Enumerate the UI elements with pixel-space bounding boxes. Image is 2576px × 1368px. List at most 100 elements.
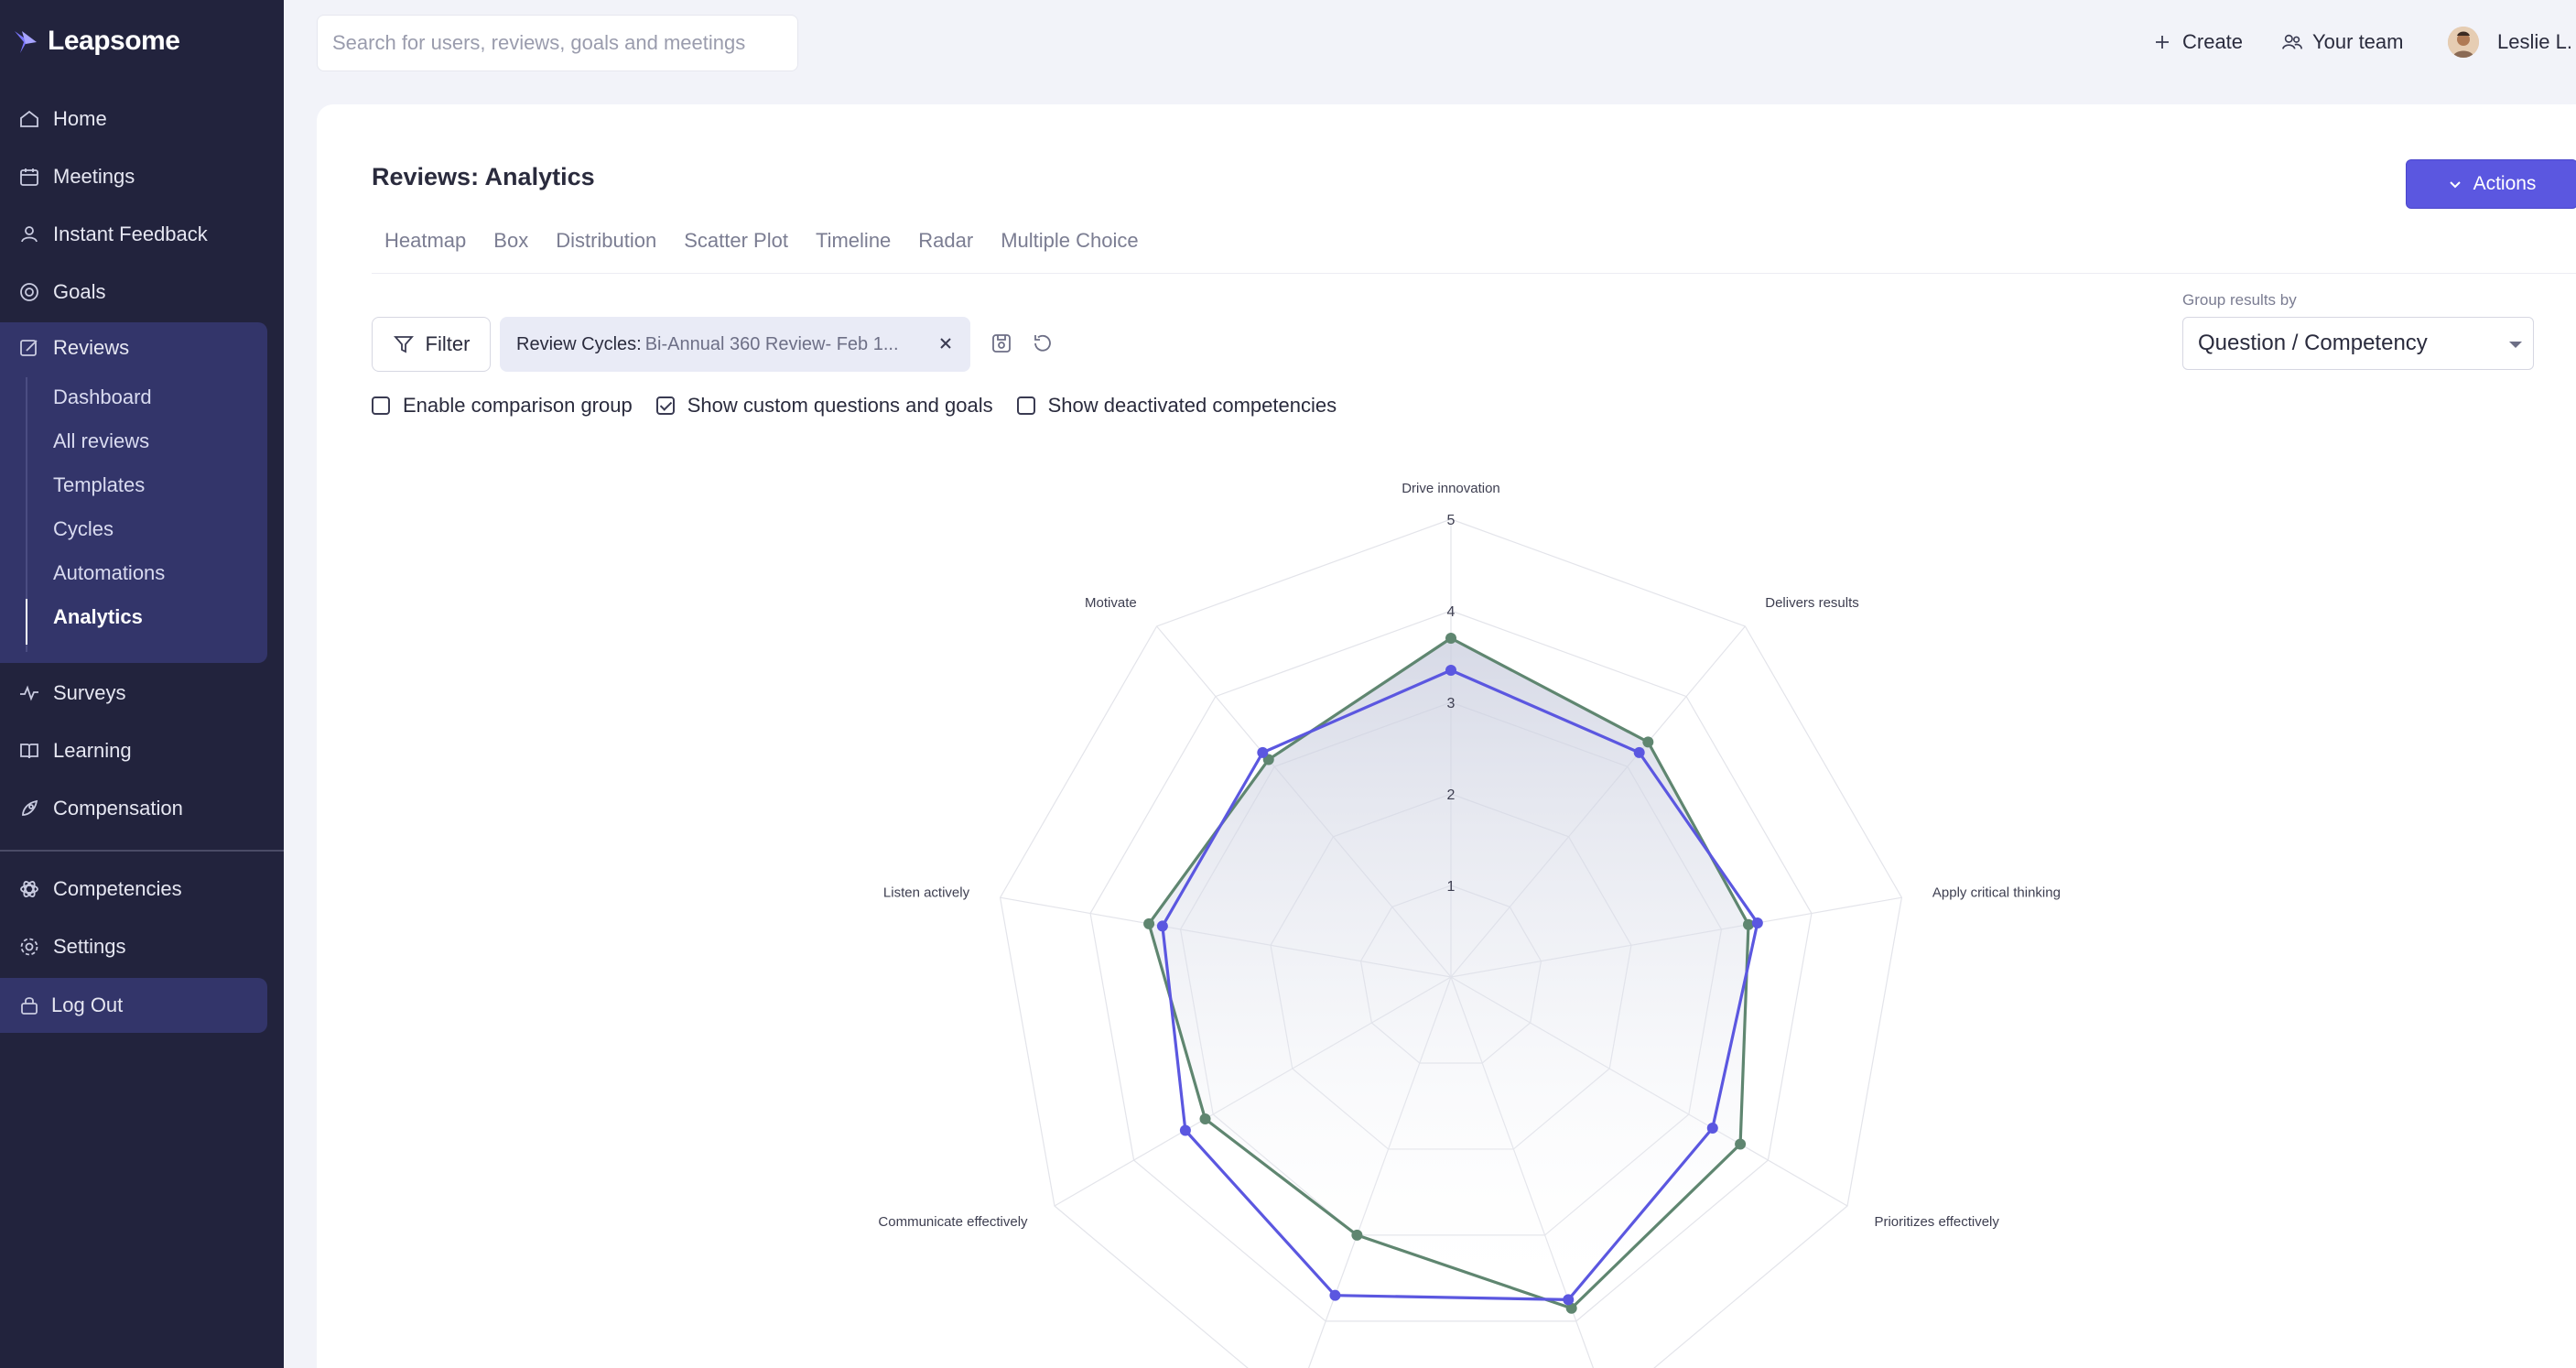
series-point bbox=[1445, 633, 1456, 644]
series-point bbox=[1257, 746, 1269, 758]
checkbox-label: Show custom questions and goals bbox=[687, 394, 993, 417]
sidebar-subitem-automations[interactable]: Automations bbox=[53, 561, 166, 584]
series-point bbox=[1351, 1229, 1363, 1241]
user-menu[interactable]: Leslie L. bbox=[2448, 26, 2572, 59]
group-results-label: Group results by bbox=[2182, 291, 2297, 309]
series-point bbox=[1199, 1113, 1211, 1124]
filter-label: Filter bbox=[425, 332, 471, 355]
analytics-tabs: Heatmap Box Distribution Scatter Plot Ti… bbox=[384, 229, 1139, 253]
tab-scatter-plot[interactable]: Scatter Plot bbox=[684, 229, 788, 252]
sidebar-item-label: Reviews bbox=[53, 336, 130, 359]
sidebar-divider bbox=[0, 850, 284, 852]
series-line bbox=[1147, 636, 1750, 1310]
group-results-select[interactable]: Question / Competency bbox=[2182, 317, 2534, 370]
sidebar-subitem-all-reviews[interactable]: All reviews bbox=[53, 429, 150, 452]
search-input[interactable] bbox=[318, 16, 797, 71]
save-filter-icon[interactable] bbox=[990, 331, 1013, 355]
series-point bbox=[1642, 736, 1654, 748]
analytics-card: Reviews: Analytics Actions Heatmap Box D… bbox=[317, 104, 2576, 1368]
group-results-value: Question / Competency bbox=[2198, 331, 2428, 355]
series-point bbox=[1563, 1294, 1575, 1306]
sidebar-item-settings[interactable]: Settings bbox=[0, 921, 284, 972]
tab-timeline[interactable]: Timeline bbox=[815, 229, 892, 252]
caret-down-icon bbox=[2509, 342, 2522, 348]
logout-button[interactable]: Log Out bbox=[0, 978, 267, 1033]
sidebar-item-surveys[interactable]: Surveys bbox=[0, 668, 284, 719]
sidebar-subitem-dashboard[interactable]: Dashboard bbox=[53, 385, 152, 408]
grid-ring bbox=[999, 518, 1903, 1368]
avatar bbox=[2448, 27, 2479, 58]
sidebar-item-label: Home bbox=[53, 107, 107, 130]
leapsome-logo-icon bbox=[15, 31, 37, 53]
axis-label: Motivate bbox=[1085, 595, 1137, 611]
tab-multiple-choice[interactable]: Multiple Choice bbox=[1001, 229, 1139, 252]
axis-label: Communicate effectively bbox=[878, 1214, 1028, 1230]
app-name: Leapsome bbox=[48, 26, 180, 56]
pulse-icon bbox=[18, 682, 40, 704]
search-box[interactable] bbox=[317, 15, 798, 71]
gear-icon bbox=[18, 936, 40, 958]
series-point bbox=[1742, 918, 1754, 930]
checkbox-checked[interactable] bbox=[655, 396, 675, 415]
tab-box[interactable]: Box bbox=[493, 229, 529, 252]
series-point bbox=[1445, 665, 1456, 676]
edit-icon bbox=[18, 337, 40, 359]
series-point bbox=[1143, 917, 1155, 929]
tick-label: 4 bbox=[1447, 604, 1456, 620]
sidebar-item-compensation[interactable]: Compensation bbox=[0, 783, 284, 834]
deactivated-competencies-checkbox[interactable]: Show deactivated competencies bbox=[1016, 394, 1337, 418]
page-title: Reviews: Analytics bbox=[372, 163, 595, 190]
sidebar-item-instant-feedback[interactable]: Instant Feedback bbox=[0, 209, 284, 260]
sidebar-item-label: Meetings bbox=[53, 165, 135, 188]
radar-fill bbox=[1149, 638, 1748, 1308]
sidebar-item-goals[interactable]: Goals bbox=[0, 266, 284, 318]
series-line bbox=[1161, 668, 1759, 1301]
team-icon bbox=[2281, 31, 2303, 53]
custom-questions-checkbox[interactable]: Show custom questions and goals bbox=[655, 394, 993, 418]
sidebar-item-learning[interactable]: Learning bbox=[0, 725, 284, 776]
create-button[interactable]: Create bbox=[2151, 26, 2243, 59]
radar-labels: 1 2 3 4 5 Drive innovation Delivers results App… bbox=[878, 481, 2061, 1230]
rocket-icon bbox=[18, 798, 40, 820]
tab-distribution[interactable]: Distribution bbox=[556, 229, 657, 252]
logout-label: Log Out bbox=[51, 993, 124, 1016]
home-icon bbox=[18, 108, 40, 130]
user-name: Leslie L. bbox=[2497, 30, 2572, 53]
series-point bbox=[1565, 1302, 1577, 1314]
checkbox-unchecked[interactable] bbox=[372, 396, 390, 415]
axis-label: Prioritizes effectively bbox=[1874, 1214, 1999, 1230]
sidebar: Leapsome Home Meetings Instant Feedback … bbox=[0, 0, 284, 1368]
your-team-button[interactable]: Your team bbox=[2281, 26, 2403, 59]
tab-radar[interactable]: Radar bbox=[918, 229, 974, 252]
review-cycles-filter-chip[interactable]: Review Cycles: Bi-Annual 360 Review- Feb… bbox=[500, 317, 970, 372]
sidebar-subitem-cycles[interactable]: Cycles bbox=[53, 517, 114, 540]
comparison-group-checkbox[interactable]: Enable comparison group bbox=[372, 394, 633, 418]
target-icon bbox=[18, 281, 40, 303]
filter-button[interactable]: Filter bbox=[372, 317, 491, 372]
app-logo[interactable]: Leapsome bbox=[13, 26, 180, 57]
sidebar-item-competencies[interactable]: Competencies bbox=[0, 863, 284, 915]
create-label: Create bbox=[2182, 30, 2244, 53]
axis-label: Apply critical thinking bbox=[1932, 885, 2061, 900]
series-point bbox=[1633, 746, 1645, 758]
chevron-down-icon bbox=[2448, 177, 2462, 191]
tab-heatmap[interactable]: Heatmap bbox=[384, 229, 467, 252]
reset-icon[interactable] bbox=[1031, 331, 1055, 355]
close-icon[interactable] bbox=[936, 333, 956, 353]
sidebar-item-meetings[interactable]: Meetings bbox=[0, 151, 284, 202]
book-icon bbox=[18, 740, 40, 762]
chip-key: Review Cycles: bbox=[516, 333, 642, 354]
checkbox-unchecked[interactable] bbox=[1016, 396, 1035, 415]
sidebar-item-label: Competencies bbox=[53, 877, 182, 900]
series-point bbox=[1329, 1289, 1341, 1301]
series-point bbox=[1735, 1138, 1747, 1150]
radar-series bbox=[1143, 633, 1763, 1314]
sidebar-subitem-templates[interactable]: Templates bbox=[53, 473, 146, 496]
sidebar-subitem-analytics[interactable]: Analytics bbox=[53, 605, 143, 628]
sidebar-item-label: Settings bbox=[53, 935, 126, 958]
sidebar-item-home[interactable]: Home bbox=[0, 93, 284, 145]
sidebar-item-reviews[interactable]: Reviews bbox=[0, 322, 284, 374]
actions-button[interactable]: Actions bbox=[2406, 159, 2576, 209]
series-point bbox=[1751, 917, 1763, 928]
tick-label: 1 bbox=[1447, 879, 1456, 895]
